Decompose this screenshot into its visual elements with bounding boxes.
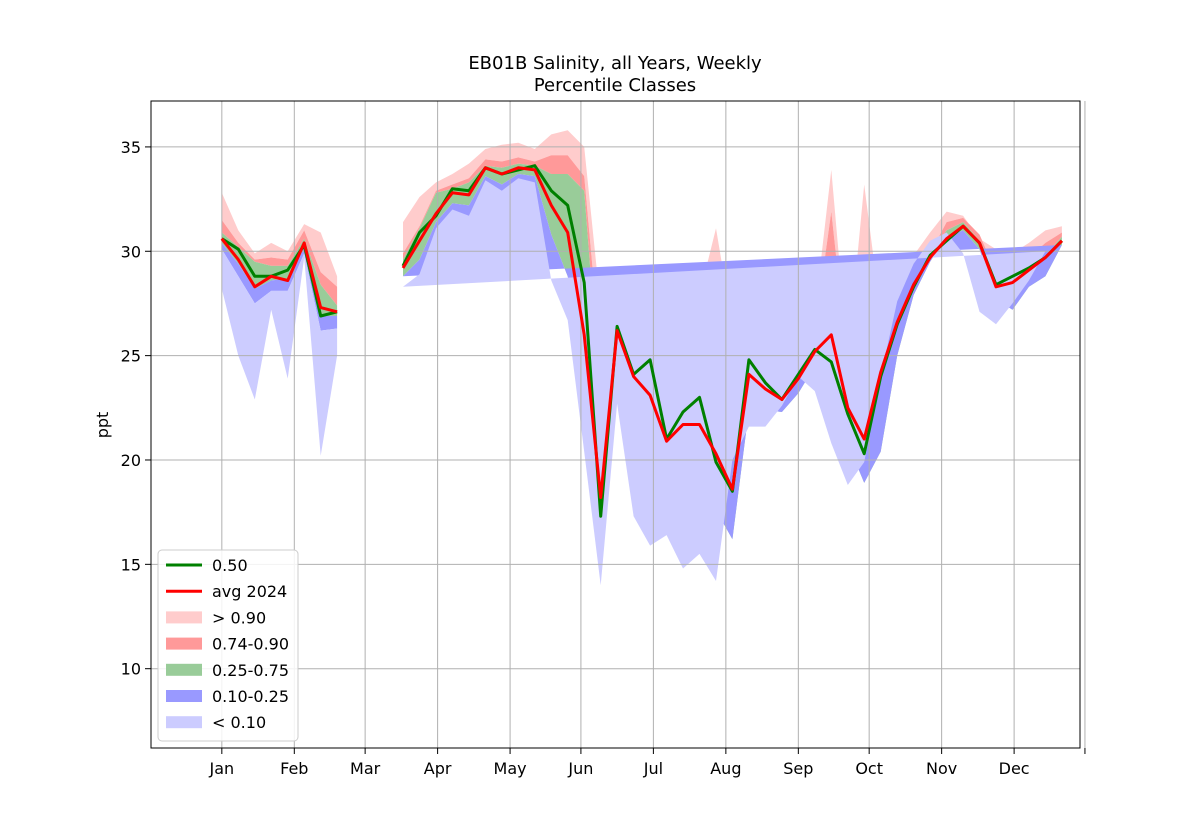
avg-2024-line-segment-2 — [401, 166, 1063, 499]
legend-swatch — [166, 716, 202, 729]
x-tick-label: Jul — [643, 759, 663, 778]
y-tick-label: 25 — [121, 347, 141, 366]
legend-label: 0.74-0.90 — [212, 635, 289, 654]
x-tick-label: Mar — [350, 759, 381, 778]
y-tick-label: 35 — [121, 138, 141, 157]
legend-label: 0.25-0.75 — [212, 661, 289, 680]
median-line-segment-1 — [220, 237, 338, 318]
chart-subtitle: Percentile Classes — [534, 75, 696, 96]
y-tick-label: 15 — [121, 555, 141, 574]
percentile-bands — [221, 130, 1062, 586]
legend-swatch — [166, 690, 202, 702]
x-tick-label: Oct — [855, 759, 883, 778]
x-tick-label: Feb — [280, 759, 308, 778]
y-tick-label: 20 — [121, 451, 141, 470]
band-lt-010-segment-1 — [221, 249, 338, 456]
band-025-075-segment-2 — [403, 163, 1062, 556]
series-lines — [220, 164, 1063, 518]
y-axis: 10 15 20 25 30 35 — [121, 138, 151, 679]
x-tick-label: Jun — [567, 759, 593, 778]
legend-swatch — [166, 663, 202, 676]
legend-swatch — [166, 637, 202, 650]
legend-swatch — [166, 611, 202, 624]
band-lt-010-segment-2 — [403, 178, 1046, 586]
chart-title: EB01B Salinity, all Years, Weekly — [468, 53, 762, 74]
x-tick-label: May — [494, 759, 527, 778]
x-tick-label: Dec — [999, 759, 1030, 778]
band-gt-090-segment-1 — [221, 192, 338, 287]
legend-label: 0.10-0.25 — [212, 687, 289, 706]
x-tick-label: Sep — [783, 759, 813, 778]
x-tick-label: Aug — [710, 759, 741, 778]
legend-label: avg 2024 — [212, 582, 287, 601]
avg-2024-line-segment-1 — [220, 237, 338, 314]
band-074-090-segment-1 — [221, 220, 338, 306]
x-axis: Jan Feb Mar Apr May Jun Jul Aug Sep Oct Nov Dec — [208, 748, 1086, 778]
x-tick-label: Jan — [208, 759, 234, 778]
x-tick-label: Nov — [926, 759, 957, 778]
y-tick-label: 30 — [121, 242, 141, 261]
y-tick-label: 10 — [121, 660, 141, 679]
legend: 0.50 avg 2024 > 0.90 0.74-0.90 0.25-0.75 0.10… — [157, 549, 299, 742]
x-tick-label: Apr — [424, 759, 452, 778]
band-074-090-segment-2 — [403, 155, 1062, 425]
legend-label: < 0.10 — [212, 713, 266, 732]
plot-frame — [150, 100, 1081, 749]
legend-label: > 0.90 — [212, 608, 266, 627]
legend-label: 0.50 — [212, 556, 248, 575]
y-axis-label: ppt — [93, 412, 112, 439]
